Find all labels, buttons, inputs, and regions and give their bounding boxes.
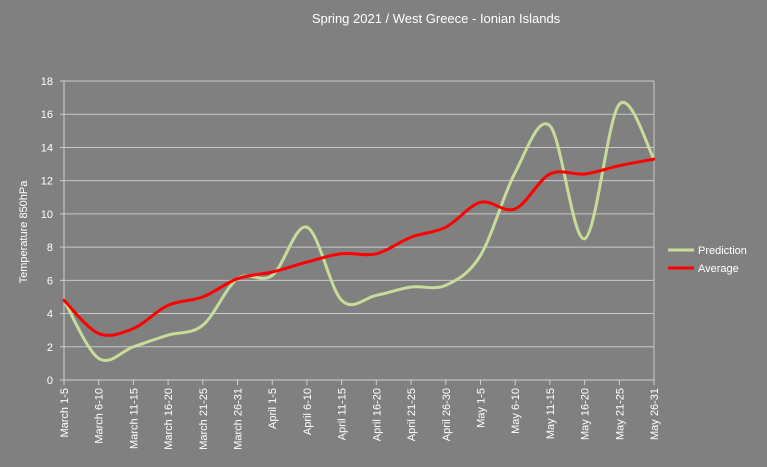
data-point-average — [583, 173, 586, 176]
data-point-prediction — [132, 345, 135, 348]
data-point-average — [444, 226, 447, 229]
data-point-average — [305, 261, 308, 264]
data-point-prediction — [201, 324, 204, 327]
x-tick-label: May 21-25 — [614, 388, 626, 440]
data-point-average — [97, 332, 100, 335]
data-point-average — [236, 277, 239, 280]
x-tick-label: April 11-15 — [337, 388, 349, 440]
y-tick-label: 0 — [47, 375, 53, 387]
legend: Prediction Average — [668, 245, 747, 275]
x-tick-label: April 21-25 — [406, 388, 418, 441]
y-axis-title: Temperature 850hPa — [18, 180, 30, 284]
x-tick-label: April 6-10 — [302, 388, 314, 435]
data-point-prediction — [583, 237, 586, 240]
y-tick-label: 2 — [47, 342, 53, 354]
data-point-prediction — [375, 294, 378, 297]
data-point-prediction — [340, 299, 343, 302]
y-tick-label: 16 — [41, 109, 53, 121]
series-lines — [62, 100, 656, 362]
data-point-average — [479, 201, 482, 204]
y-tick-label: 18 — [41, 76, 53, 88]
x-tick-label: March 21-25 — [198, 388, 210, 450]
x-tick-label: May 26-31 — [649, 388, 661, 440]
legend-label-prediction: Prediction — [698, 245, 747, 257]
y-tick-label: 12 — [41, 176, 53, 188]
x-tick-label: March 16-20 — [163, 388, 175, 450]
y-axis: 0 2 4 6 8 10 12 14 16 18 — [41, 76, 65, 387]
x-tick-label: May 16-20 — [580, 388, 592, 440]
y-tick-label: 10 — [41, 209, 53, 221]
data-point-average — [201, 295, 204, 298]
data-point-prediction — [410, 285, 413, 288]
x-tick-label: May 6-10 — [510, 388, 522, 434]
data-point-prediction — [479, 254, 482, 257]
data-point-average — [653, 158, 656, 161]
data-point-prediction — [97, 357, 100, 360]
data-point-average — [271, 271, 274, 274]
data-point-prediction — [167, 334, 170, 337]
plot-area — [64, 81, 654, 380]
data-point-average — [410, 236, 413, 239]
x-tick-label: May 1-5 — [475, 388, 487, 428]
data-point-average — [514, 207, 517, 210]
gridlines — [64, 80, 655, 380]
series-line-prediction — [62, 100, 656, 362]
data-point-prediction — [444, 284, 447, 287]
y-tick-label: 14 — [41, 142, 53, 154]
data-point-average — [132, 327, 135, 330]
y-tick-label: 8 — [47, 242, 53, 254]
data-point-prediction — [271, 274, 274, 277]
x-tick-label: May 11-15 — [545, 388, 557, 439]
data-point-prediction — [618, 103, 621, 106]
x-tick-label: March 6-10 — [94, 388, 106, 444]
x-tick-label: March 1-5 — [59, 388, 71, 438]
y-tick-label: 6 — [47, 275, 53, 287]
x-axis: March 1-5 March 6-10 March 11-15 March 16-2… — [59, 379, 661, 450]
data-point-average — [618, 164, 621, 167]
data-point-average — [548, 173, 551, 176]
legend-label-average: Average — [698, 263, 739, 275]
x-tick-label: April 26-30 — [441, 388, 453, 441]
x-tick-label: March 26-31 — [233, 388, 245, 450]
data-point-prediction — [548, 124, 551, 127]
data-point-average — [63, 299, 66, 302]
data-point-average — [375, 252, 378, 255]
data-point-prediction — [514, 171, 517, 174]
x-tick-label: April 1-5 — [267, 388, 279, 429]
data-point-average — [167, 304, 170, 307]
y-tick-label: 4 — [47, 309, 53, 321]
x-tick-label: April 16-20 — [371, 388, 383, 441]
data-point-prediction — [305, 226, 308, 229]
x-tick-label: March 11-15 — [128, 388, 140, 449]
series-line-average — [62, 157, 656, 337]
data-point-average — [340, 252, 343, 255]
chart-title: Spring 2021 / West Greece - Ionian Islan… — [312, 11, 561, 26]
